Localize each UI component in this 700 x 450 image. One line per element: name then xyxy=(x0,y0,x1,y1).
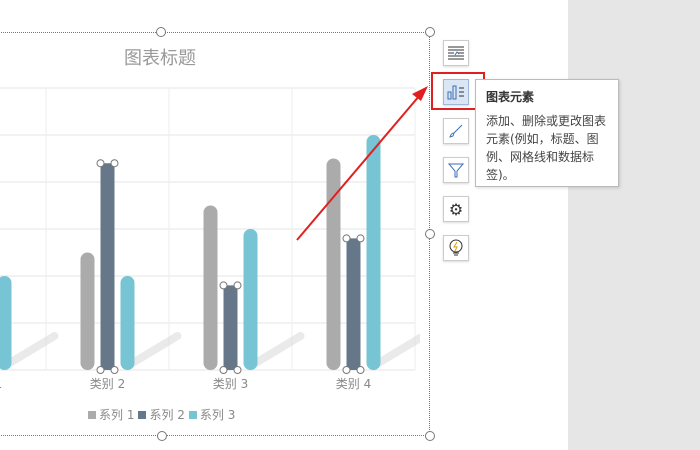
bar-1-4 xyxy=(326,158,341,370)
chart-legend[interactable]: 系列 1 系列 2 系列 3 xyxy=(88,406,235,423)
tooltip-body: 添加、删除或更改图表元素(例如，标题、图例、网格线和数据标签)。 xyxy=(486,114,607,182)
chart-plot[interactable]: 类别 1 类别 2 类别 3 类别 4 xyxy=(0,0,420,400)
bar-shadow xyxy=(0,332,59,370)
selection-handle xyxy=(110,366,119,374)
bar-shadow xyxy=(369,333,420,370)
legend-item-2: 系列 2 xyxy=(138,406,185,423)
arrow-head xyxy=(412,86,428,101)
bar-3-3 xyxy=(243,229,258,370)
bar-2-3 xyxy=(223,285,238,370)
filter-icon xyxy=(448,163,464,178)
arrow-line xyxy=(296,94,421,241)
legend-item-1: 系列 1 xyxy=(88,406,134,423)
gear-icon: ⚙ xyxy=(448,199,464,219)
brush-icon xyxy=(449,124,463,138)
legend-item-3: 系列 3 xyxy=(188,406,235,423)
bar-2-2 xyxy=(100,163,115,370)
selection-handle xyxy=(342,234,351,243)
x-tick-label: 类别 3 xyxy=(213,377,248,391)
resize-handle-bottom[interactable] xyxy=(157,431,167,441)
tooltip-title: 图表元素 xyxy=(486,90,535,104)
selection-handle xyxy=(356,234,365,243)
chart-layout-button[interactable] xyxy=(443,40,469,66)
chart-elements-button[interactable] xyxy=(443,79,469,105)
selection-handle xyxy=(219,281,228,290)
x-tick-label: 类别 2 xyxy=(90,377,125,391)
selection-handle xyxy=(356,366,365,374)
ideas-button[interactable] xyxy=(443,235,469,261)
layout-lines-icon xyxy=(448,46,464,60)
bar-3-2 xyxy=(120,276,135,370)
resize-handle-top[interactable] xyxy=(156,27,166,37)
chart-styles-button[interactable] xyxy=(443,118,469,144)
chart-elements-tooltip: 图表元素添加、删除或更改图表元素(例如，标题、图例、网格线和数据标签)。 xyxy=(475,79,619,187)
bar-1-2 xyxy=(80,252,95,370)
bar-3-1 xyxy=(0,276,12,370)
bar-2-4 xyxy=(346,238,361,370)
chart-elements-icon xyxy=(447,85,464,100)
bar-1-3 xyxy=(203,205,218,370)
selection-handle xyxy=(96,366,105,374)
x-tick-label: 类别 1 xyxy=(0,377,2,391)
selection-handle xyxy=(342,366,351,374)
bar-shadow xyxy=(246,332,305,370)
selection-handle xyxy=(219,366,228,374)
selection-handle xyxy=(233,281,242,290)
selection-handle xyxy=(233,366,242,374)
bar-3-4 xyxy=(366,135,381,370)
selection-handle xyxy=(96,159,105,168)
lightbulb-icon xyxy=(449,239,463,256)
x-tick-label: 类别 4 xyxy=(336,377,371,391)
resize-handle-bottom-right[interactable] xyxy=(425,431,435,441)
resize-handle-top-right[interactable] xyxy=(425,27,435,37)
chart-title[interactable]: 图表标题 xyxy=(124,48,196,69)
bar-shadow xyxy=(123,332,182,370)
selection-handle xyxy=(110,159,119,168)
right-gray-panel xyxy=(568,0,700,450)
resize-handle-right[interactable] xyxy=(425,229,435,239)
settings-button[interactable]: ⚙ xyxy=(443,196,469,222)
chart-filters-button[interactable] xyxy=(443,157,469,183)
